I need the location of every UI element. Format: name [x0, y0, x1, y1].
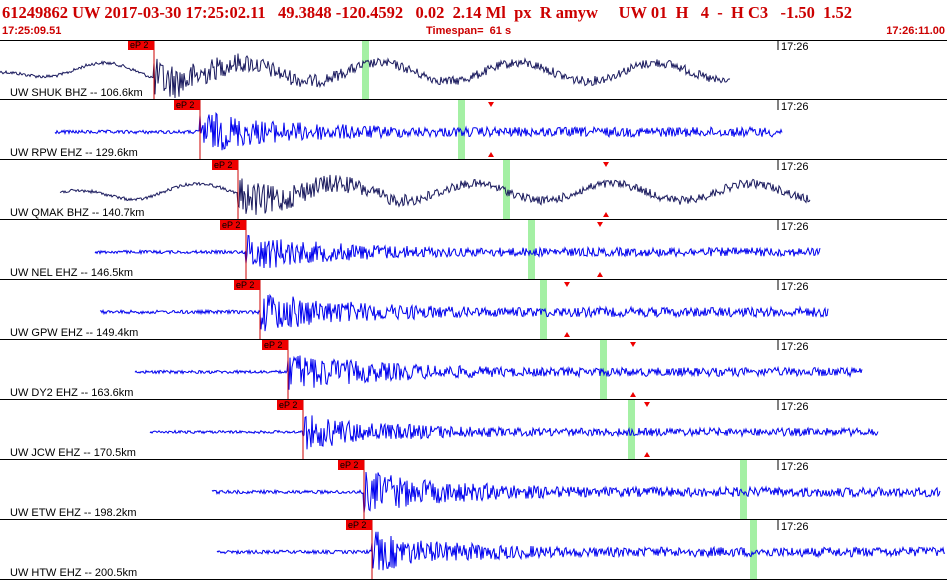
waveform [216, 531, 946, 571]
waveform [54, 111, 783, 151]
s-phase-window [528, 220, 535, 280]
trace-panel[interactable]: eP 2 17:26 UW QMAK BHZ -- 140.7km [0, 160, 947, 220]
p-pick-flag[interactable] [174, 100, 200, 110]
s-phase-window [362, 40, 369, 100]
p-pick-flag[interactable] [220, 220, 246, 230]
station-label: UW GPW EHZ -- 149.4km [10, 327, 138, 339]
time-tick-label: 17:26 [781, 41, 809, 53]
trace-panel[interactable]: eP 2 17:26 UW DY2 EHZ -- 163.6km [0, 340, 947, 400]
p-pick-flag[interactable] [346, 520, 372, 530]
arrival-marker-top [630, 342, 636, 347]
station-label: UW RPW EHZ -- 129.6km [10, 147, 138, 159]
arrival-marker-bottom [644, 452, 650, 457]
start-time-label: 17:25:09.51 [2, 25, 62, 37]
trace-panel[interactable]: eP 2 17:26 UW ETW EHZ -- 198.2km [0, 460, 947, 520]
arrival-marker-bottom [488, 152, 494, 157]
s-phase-window [740, 460, 747, 520]
trace-panel[interactable]: eP 2 17:26 UW SHUK BHZ -- 106.6km [0, 40, 947, 100]
time-tick-label: 17:26 [781, 281, 809, 293]
p-pick-label: eP 2 [236, 280, 254, 290]
arrival-marker-top [564, 282, 570, 287]
waveform [0, 53, 731, 99]
arrival-marker-top [603, 162, 609, 167]
seismogram-panel[interactable]: eP 2 17:26 UW SHUK BHZ -- 106.6km eP 2 17:26… [0, 40, 947, 580]
time-tick-label: 17:26 [781, 221, 809, 233]
station-label: UW QMAK BHZ -- 140.7km [10, 207, 144, 219]
p-pick-flag[interactable] [128, 40, 154, 50]
arrival-marker-bottom [597, 272, 603, 277]
trace-panel[interactable]: eP 2 17:26 UW HTW EHZ -- 200.5km [0, 520, 947, 580]
p-pick-label: eP 2 [222, 220, 240, 230]
trace-panel[interactable]: eP 2 17:26 UW GPW EHZ -- 149.4km [0, 280, 947, 340]
p-pick-flag[interactable] [212, 160, 238, 170]
waveform [59, 174, 811, 215]
arrival-marker-bottom [630, 392, 636, 397]
p-pick-label: eP 2 [264, 340, 282, 350]
p-pick-label: eP 2 [348, 520, 366, 530]
p-pick-flag[interactable] [262, 340, 288, 350]
p-pick-label: eP 2 [176, 100, 194, 110]
s-phase-window [503, 160, 510, 220]
station-label: UW JCW EHZ -- 170.5km [10, 447, 136, 459]
trace-panel[interactable]: eP 2 17:26 UW JCW EHZ -- 170.5km [0, 400, 947, 460]
time-tick-label: 17:26 [781, 461, 809, 473]
waveform [99, 293, 829, 332]
arrival-marker-top [488, 102, 494, 107]
waveform [149, 415, 879, 450]
waveform [134, 355, 863, 390]
p-pick-label: eP 2 [279, 400, 297, 410]
time-tick-label: 17:26 [781, 161, 809, 173]
p-pick-flag[interactable] [277, 400, 303, 410]
arrival-marker-top [644, 402, 650, 407]
station-label: UW HTW EHZ -- 200.5km [10, 567, 137, 579]
header-bar: 61249862 UW 2017-03-30 17:25:02.11 49.38… [0, 0, 947, 40]
station-label: UW DY2 EHZ -- 163.6km [10, 387, 133, 399]
timespan-label: Timespan= 61 s [426, 25, 512, 37]
p-pick-label: eP 2 [130, 40, 148, 50]
time-tick-label: 17:26 [781, 401, 809, 413]
station-label: UW NEL EHZ -- 146.5km [10, 267, 133, 279]
arrival-marker-bottom [603, 212, 609, 217]
event-summary-title: 61249862 UW 2017-03-30 17:25:02.11 49.38… [2, 3, 853, 22]
trace-panel[interactable]: eP 2 17:26 UW NEL EHZ -- 146.5km [0, 220, 947, 280]
waveform [211, 471, 941, 514]
waveform [94, 234, 821, 269]
p-pick-flag[interactable] [338, 460, 364, 470]
time-tick-label: 17:26 [781, 101, 809, 113]
p-pick-label: eP 2 [214, 160, 232, 170]
arrival-marker-bottom [564, 332, 570, 337]
p-pick-flag[interactable] [234, 280, 260, 290]
station-label: UW ETW EHZ -- 198.2km [10, 507, 137, 519]
trace-panel[interactable]: eP 2 17:26 UW RPW EHZ -- 129.6km [0, 100, 947, 160]
p-pick-label: eP 2 [340, 460, 358, 470]
end-time-label: 17:26:11.00 [886, 25, 945, 37]
time-tick-label: 17:26 [781, 521, 809, 533]
s-phase-window [750, 520, 757, 580]
s-phase-window [458, 100, 465, 160]
time-tick-label: 17:26 [781, 341, 809, 353]
station-label: UW SHUK BHZ -- 106.6km [10, 87, 143, 99]
arrival-marker-top [597, 222, 603, 227]
